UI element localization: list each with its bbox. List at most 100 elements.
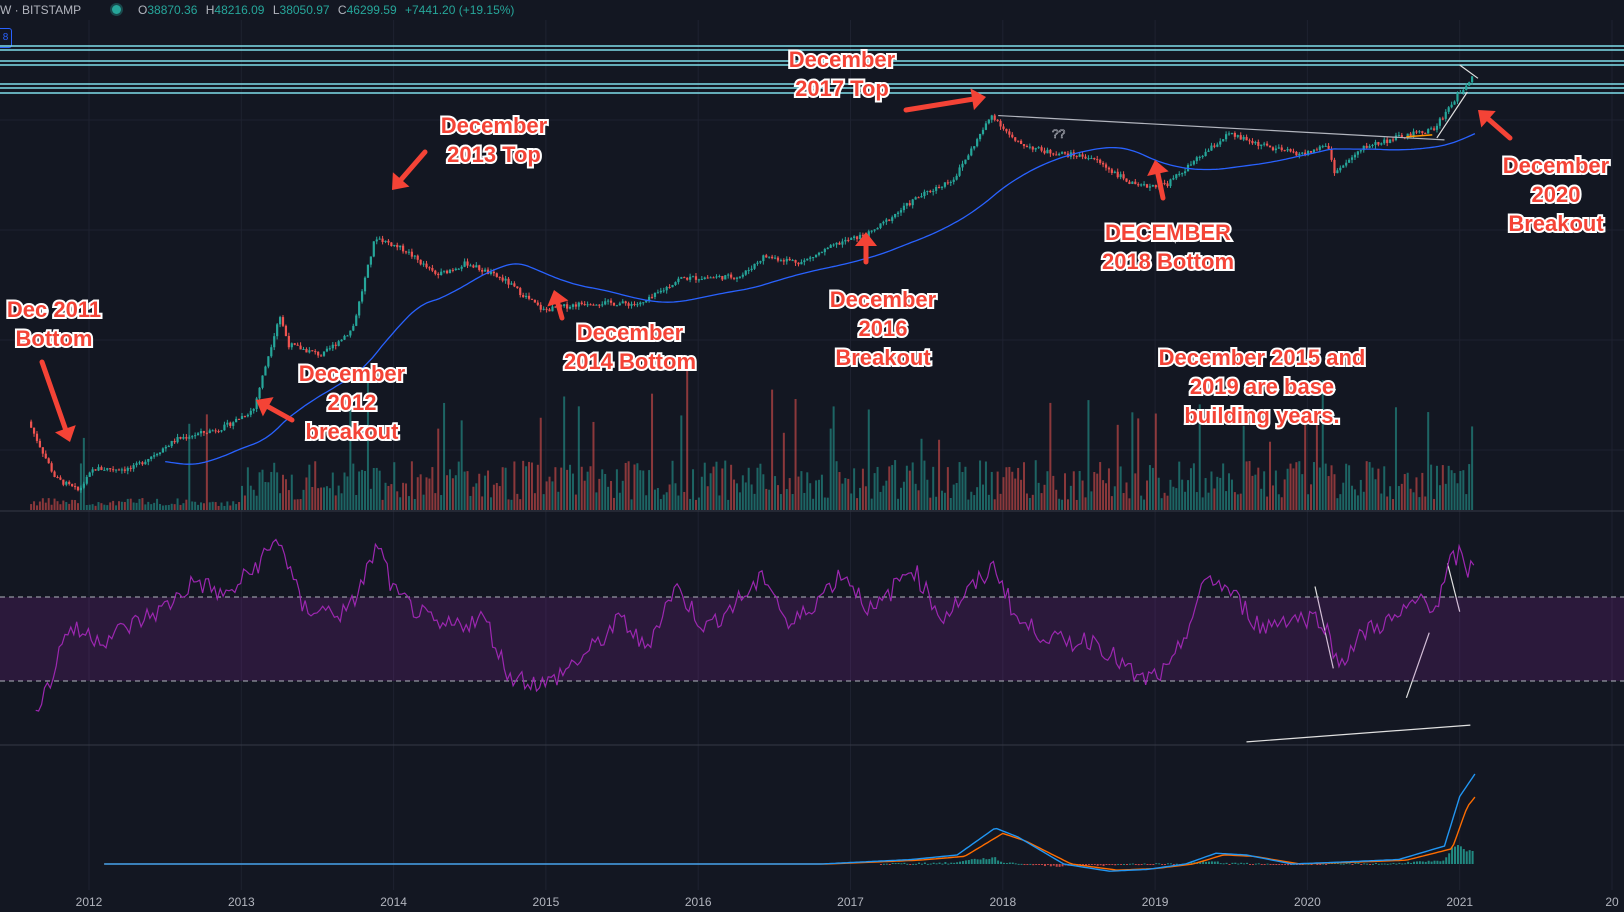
candle-body — [308, 350, 311, 353]
volume-bar — [815, 480, 818, 510]
candle-body — [302, 348, 305, 350]
volume-bar — [267, 482, 270, 510]
macd-histogram-bar — [1225, 862, 1228, 864]
macd-histogram-bar — [1038, 864, 1041, 866]
candle-body — [457, 268, 460, 270]
candle-body — [243, 416, 247, 418]
candle-body — [712, 277, 715, 279]
volume-bar — [882, 485, 885, 510]
candle-body — [721, 276, 724, 280]
volume-bar — [1037, 482, 1040, 510]
candle-body — [703, 277, 706, 280]
macd-histogram-bar — [1043, 864, 1046, 867]
volume-bar — [1236, 494, 1239, 510]
macd-histogram-bar — [982, 858, 985, 864]
candle-body — [147, 458, 150, 462]
volume-bar — [853, 468, 856, 510]
candle-body — [568, 306, 572, 309]
volume-bar — [923, 460, 926, 510]
volume-bar — [97, 502, 100, 510]
volume-bar — [343, 472, 346, 510]
candle-body — [103, 469, 106, 471]
volume-bar — [1195, 492, 1198, 510]
candle-body — [44, 453, 47, 459]
candle-body — [1219, 141, 1222, 145]
volume-bar — [366, 375, 369, 510]
candle-body — [656, 292, 659, 294]
volume-bar — [990, 471, 993, 510]
candle-body — [806, 258, 809, 261]
volume-bar — [76, 503, 79, 510]
candle-body — [155, 453, 159, 456]
candle-body — [117, 469, 121, 471]
symbol-label[interactable]: W · BITSTAMP — [0, 3, 82, 17]
candle-body — [1374, 142, 1377, 145]
macd-histogram-bar — [1380, 863, 1383, 865]
volume-bar — [768, 489, 771, 510]
macd-histogram-bar — [1035, 864, 1038, 865]
volume-bar — [164, 505, 167, 510]
volume-bar — [1295, 462, 1298, 510]
volume-bar — [1459, 470, 1462, 510]
candle-body — [1321, 146, 1324, 148]
volume-bar — [393, 462, 396, 510]
volume-bar — [255, 495, 258, 510]
candle-body — [311, 350, 314, 352]
candle-body — [114, 469, 118, 471]
candle-body — [1265, 143, 1269, 146]
macd-histogram-bar — [1415, 861, 1418, 864]
trend-line — [1246, 724, 1471, 743]
macd-histogram-bar — [1410, 862, 1413, 864]
candle-body — [1468, 82, 1471, 86]
macd-histogram-bar — [1205, 861, 1208, 864]
macd-histogram-bar — [1284, 864, 1287, 865]
volume-bar — [645, 495, 648, 510]
candle-body — [278, 317, 282, 325]
volume-bar — [1257, 467, 1260, 510]
candle-body — [1005, 128, 1008, 132]
annotation-arrow-shaft — [555, 300, 565, 321]
volume-bar — [1351, 485, 1354, 510]
macd-histogram-bar — [1190, 862, 1193, 864]
candle-body — [981, 129, 985, 134]
volume-bar — [270, 471, 273, 510]
volume-bar — [208, 502, 211, 510]
macd-histogram-bar — [1310, 864, 1313, 865]
candle-body — [545, 308, 548, 310]
volume-bar — [627, 461, 630, 510]
candle-body — [138, 462, 141, 464]
candle-body — [1099, 159, 1102, 163]
volume-bar — [718, 495, 721, 510]
candle-body — [639, 302, 642, 305]
candle-body — [1043, 150, 1046, 154]
candle-body — [176, 437, 179, 443]
candle-body — [990, 115, 993, 120]
volume-bar — [1242, 425, 1245, 510]
volume-bar — [1201, 497, 1204, 510]
macd-histogram-bar — [1158, 863, 1161, 865]
volume-bar — [314, 461, 317, 510]
candle-body — [683, 277, 686, 279]
low-key: L — [272, 3, 280, 17]
volume-bar — [724, 460, 727, 510]
candle-body — [53, 471, 56, 477]
volume-bar — [785, 489, 788, 510]
volume-bar — [437, 428, 440, 510]
candle-body — [1304, 152, 1307, 155]
volume-bars — [30, 363, 1474, 510]
candle-body — [161, 448, 165, 453]
candle-body — [1172, 178, 1175, 180]
volume-bar — [1011, 471, 1014, 510]
candle-body — [1456, 92, 1459, 102]
volume-bar — [665, 492, 668, 510]
volume-bar — [372, 468, 375, 510]
volume-bar — [117, 501, 120, 510]
scale-toggle-button[interactable]: 8 — [0, 28, 12, 48]
candle-body — [595, 304, 598, 306]
candle-body — [97, 467, 100, 471]
candle-body — [1289, 149, 1292, 152]
candle-body — [319, 355, 323, 357]
volume-bar — [604, 474, 607, 510]
volume-bar — [610, 481, 613, 510]
